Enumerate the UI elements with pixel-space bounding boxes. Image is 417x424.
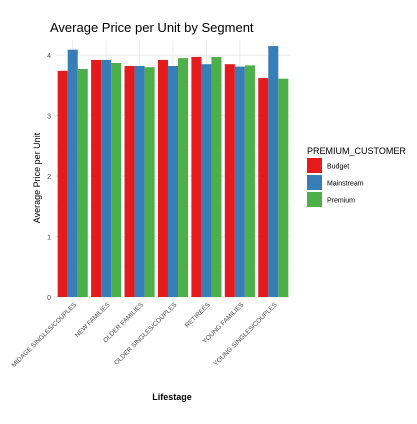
x-tick-label: YOUNG SINGLES/COUPLES	[212, 301, 279, 368]
legend-title: PREMIUM_CUSTOMER	[307, 146, 406, 156]
chart-title: Average Price per Unit by Segment	[50, 20, 254, 35]
bar-premium	[77, 69, 88, 297]
legend-label-premium: Premium	[327, 198, 355, 205]
y-axis-label: Average Price per Unit	[32, 132, 42, 223]
bar-budget	[258, 78, 269, 298]
bar-budget	[124, 66, 135, 297]
legend: PREMIUM_CUSTOMER Budget Mainstream Premium	[307, 146, 406, 207]
bars	[57, 46, 289, 298]
x-tick-label: OLDER SINGLES/COUPLES	[113, 301, 179, 367]
x-tick-label: MIDAGE SINGLES/COUPLES	[11, 301, 79, 369]
bar-mainstream	[268, 46, 279, 297]
y-tick-label: 0	[47, 295, 51, 302]
y-tick-label: 1	[47, 235, 51, 242]
bar-premium	[144, 67, 155, 297]
bar-premium	[278, 78, 289, 298]
x-axis-label: Lifestage	[152, 392, 192, 402]
bar-budget	[191, 56, 202, 298]
x-tick-label: RETIREES	[184, 301, 212, 329]
legend-label-budget: Budget	[327, 164, 349, 171]
legend-label-mainstream: Mainstream	[327, 181, 364, 188]
legend-swatch-premium	[307, 192, 322, 207]
y-tick-label: 3	[47, 114, 51, 121]
bar-mainstream	[201, 64, 212, 297]
bar-premium	[244, 65, 255, 297]
y-tick-labels: 0 1 2 3 4	[47, 53, 51, 302]
bar-mainstream	[67, 49, 78, 297]
bar-budget	[157, 59, 168, 298]
bar-premium	[111, 62, 122, 298]
bar-budget	[224, 64, 235, 297]
y-tick-label: 4	[47, 53, 51, 60]
bar-premium	[211, 56, 222, 298]
legend-swatch-mainstream	[307, 175, 322, 190]
x-tick-label: NEW FAMILIES	[74, 301, 112, 339]
bar-premium	[178, 58, 189, 298]
y-tick-label: 2	[47, 174, 51, 181]
bar-mainstream	[101, 59, 112, 298]
bar-budget	[91, 59, 102, 298]
bar-budget	[57, 70, 68, 297]
bar-mainstream	[134, 66, 145, 297]
bar-mainstream	[167, 66, 179, 297]
legend-swatch-budget	[307, 158, 322, 173]
bar-mainstream	[234, 66, 245, 297]
